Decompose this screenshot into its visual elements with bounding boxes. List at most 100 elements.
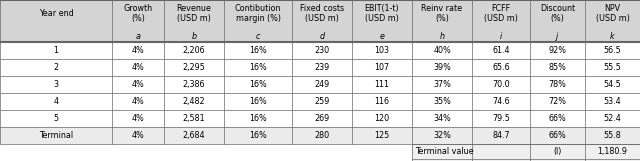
Bar bbox=[224, 76, 292, 93]
Bar bbox=[412, 0, 472, 42]
Text: 56.5: 56.5 bbox=[604, 46, 621, 55]
Text: 52.4: 52.4 bbox=[604, 114, 621, 123]
Bar bbox=[0, 42, 112, 59]
Text: 78%: 78% bbox=[548, 80, 566, 89]
Bar bbox=[472, 76, 530, 93]
Text: Fixed costs
(USD m): Fixed costs (USD m) bbox=[300, 4, 344, 23]
Text: 85%: 85% bbox=[548, 63, 566, 72]
Text: 103: 103 bbox=[374, 46, 390, 55]
Bar bbox=[530, 76, 585, 93]
Text: 4%: 4% bbox=[132, 46, 145, 55]
Text: 2,482: 2,482 bbox=[182, 97, 205, 106]
Bar bbox=[472, 42, 530, 59]
Bar bbox=[164, 110, 224, 127]
Bar bbox=[530, 127, 585, 144]
Bar bbox=[585, 0, 640, 42]
Text: 66%: 66% bbox=[548, 114, 566, 123]
Text: 16%: 16% bbox=[249, 131, 267, 140]
Text: h: h bbox=[440, 33, 445, 42]
Bar bbox=[472, 93, 530, 110]
Bar bbox=[585, 76, 640, 93]
Text: 16%: 16% bbox=[249, 46, 267, 55]
Text: k: k bbox=[610, 33, 615, 42]
Bar bbox=[164, 76, 224, 93]
Bar bbox=[585, 59, 640, 76]
Bar bbox=[412, 59, 472, 76]
Bar bbox=[112, 42, 164, 59]
Text: 2,386: 2,386 bbox=[183, 80, 205, 89]
Text: 2,295: 2,295 bbox=[182, 63, 205, 72]
Text: 120: 120 bbox=[374, 114, 390, 123]
Bar bbox=[224, 110, 292, 127]
Text: j: j bbox=[556, 33, 559, 42]
Bar bbox=[292, 93, 352, 110]
Bar bbox=[0, 127, 112, 144]
Text: 79.5: 79.5 bbox=[492, 114, 510, 123]
Text: Revenue
(USD m): Revenue (USD m) bbox=[177, 4, 211, 23]
Text: 70.0: 70.0 bbox=[492, 80, 510, 89]
Bar bbox=[530, 59, 585, 76]
Text: Reinv rate
(%): Reinv rate (%) bbox=[421, 4, 463, 23]
Text: 2,684: 2,684 bbox=[183, 131, 205, 140]
Bar bbox=[164, 127, 224, 144]
Text: 35%: 35% bbox=[433, 97, 451, 106]
Bar bbox=[224, 42, 292, 59]
Text: 111: 111 bbox=[374, 80, 390, 89]
Text: FCFF
(USD m): FCFF (USD m) bbox=[484, 4, 518, 23]
Text: 4%: 4% bbox=[132, 80, 145, 89]
Text: 125: 125 bbox=[374, 131, 390, 140]
Bar bbox=[472, 59, 530, 76]
Bar bbox=[224, 127, 292, 144]
Bar bbox=[412, 144, 640, 159]
Bar bbox=[0, 110, 112, 127]
Bar bbox=[530, 42, 585, 59]
Text: a: a bbox=[136, 33, 140, 42]
Text: 4%: 4% bbox=[132, 114, 145, 123]
Text: 239: 239 bbox=[314, 63, 330, 72]
Text: 16%: 16% bbox=[249, 114, 267, 123]
Bar bbox=[585, 110, 640, 127]
Text: 230: 230 bbox=[314, 46, 330, 55]
Bar bbox=[352, 0, 412, 42]
Text: 3: 3 bbox=[54, 80, 58, 89]
Bar bbox=[164, 42, 224, 59]
Bar bbox=[292, 0, 352, 42]
Text: 32%: 32% bbox=[433, 131, 451, 140]
Bar bbox=[585, 93, 640, 110]
Bar bbox=[112, 93, 164, 110]
Bar bbox=[164, 0, 224, 42]
Text: 55.5: 55.5 bbox=[604, 63, 621, 72]
Text: 249: 249 bbox=[314, 80, 330, 89]
Text: 16%: 16% bbox=[249, 97, 267, 106]
Text: 39%: 39% bbox=[433, 63, 451, 72]
Text: Terminal: Terminal bbox=[39, 131, 73, 140]
Bar bbox=[164, 59, 224, 76]
Text: 40%: 40% bbox=[433, 46, 451, 55]
Text: 4%: 4% bbox=[132, 63, 145, 72]
Bar bbox=[224, 0, 292, 42]
Text: Terminal value: Terminal value bbox=[415, 147, 474, 156]
Text: 92%: 92% bbox=[548, 46, 566, 55]
Text: (l): (l) bbox=[554, 147, 562, 156]
Bar bbox=[292, 59, 352, 76]
Text: 55.8: 55.8 bbox=[604, 131, 621, 140]
Bar bbox=[352, 93, 412, 110]
Bar bbox=[112, 59, 164, 76]
Bar bbox=[112, 76, 164, 93]
Bar bbox=[530, 0, 585, 42]
Bar bbox=[352, 76, 412, 93]
Text: Growth
(%): Growth (%) bbox=[124, 4, 152, 23]
Bar bbox=[412, 76, 472, 93]
Text: 280: 280 bbox=[314, 131, 330, 140]
Bar bbox=[0, 0, 112, 42]
Text: c: c bbox=[256, 33, 260, 42]
Text: 37%: 37% bbox=[433, 80, 451, 89]
Text: 116: 116 bbox=[374, 97, 390, 106]
Bar bbox=[585, 42, 640, 59]
Text: 5: 5 bbox=[53, 114, 59, 123]
Text: 16%: 16% bbox=[249, 80, 267, 89]
Text: 4%: 4% bbox=[132, 97, 145, 106]
Text: 2: 2 bbox=[53, 63, 59, 72]
Text: 2,206: 2,206 bbox=[182, 46, 205, 55]
Text: 65.6: 65.6 bbox=[492, 63, 510, 72]
